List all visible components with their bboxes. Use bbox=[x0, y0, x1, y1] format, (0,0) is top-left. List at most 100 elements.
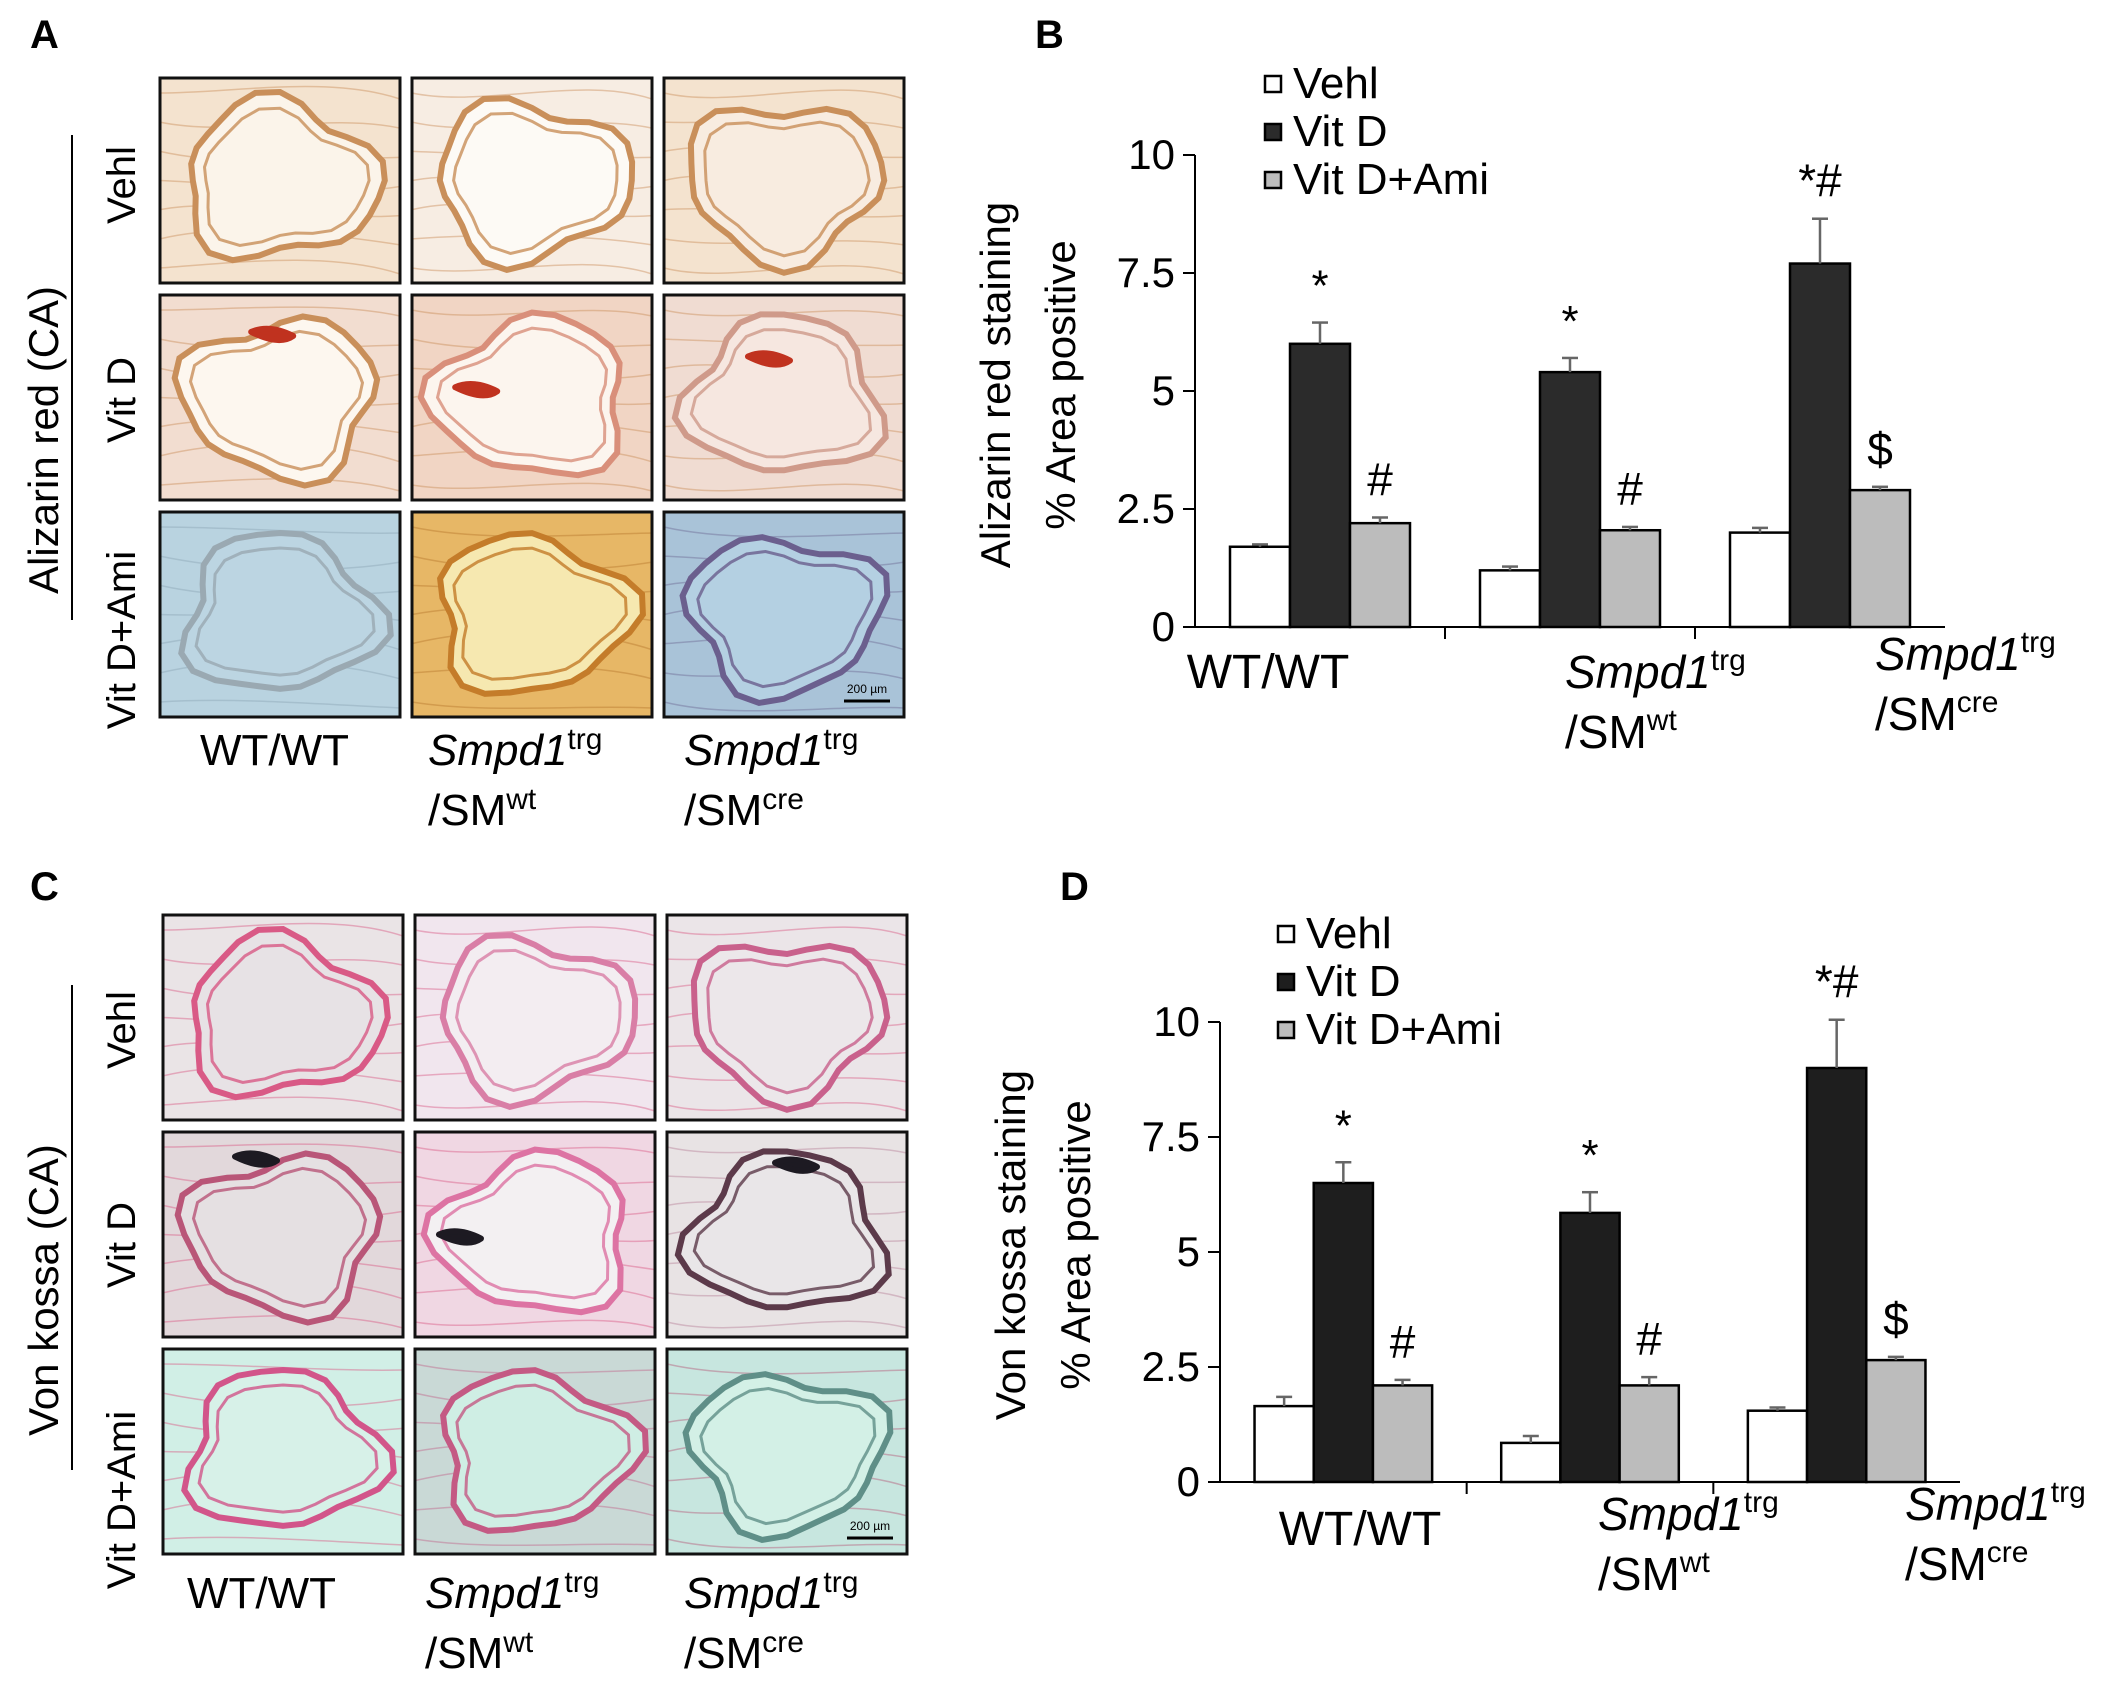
genotype-line2: /SM bbox=[684, 1629, 762, 1678]
legend-swatch bbox=[1263, 170, 1283, 190]
vessel-wall-inner bbox=[452, 111, 619, 256]
genotype-line2: /SM bbox=[1905, 1538, 1987, 1590]
micrograph-grid-alizarin: Alizarin red (CA) Vehl Vit D Vit D+Ami 2… bbox=[20, 76, 906, 835]
micrograph-frame bbox=[662, 510, 906, 719]
micrograph-c-1-2 bbox=[665, 1130, 909, 1339]
micrograph-c-2-1 bbox=[413, 1347, 657, 1556]
genotype-name: Smpd1 bbox=[1565, 646, 1711, 698]
tissue-fibre bbox=[159, 259, 401, 275]
micrograph-a-0-1 bbox=[410, 76, 654, 285]
micrograph-a-1-1 bbox=[410, 293, 654, 502]
col-label-smpd1-wt-line2: /SMwt bbox=[425, 1626, 534, 1678]
genotype-sup: trg bbox=[823, 1566, 858, 1599]
row-label-vehl: Vehl bbox=[100, 991, 144, 1069]
bar bbox=[1253, 1404, 1315, 1484]
micrograph-a-0-2 bbox=[662, 76, 906, 285]
genotype-sup: trg bbox=[1711, 644, 1746, 677]
bar bbox=[1598, 528, 1662, 629]
bar bbox=[1499, 1441, 1562, 1484]
x-label-smpd1-cre: Smpd1trg bbox=[1875, 626, 2056, 680]
micrograph-frame bbox=[413, 1347, 657, 1556]
legend-swatch bbox=[1263, 122, 1283, 142]
side-label-alizarin: Alizarin red (CA) bbox=[20, 286, 67, 594]
vessel-wall-inner bbox=[706, 957, 874, 1095]
calcification-deposit bbox=[436, 1228, 484, 1246]
micrograph-frame bbox=[665, 1347, 909, 1556]
tissue-fibre bbox=[414, 1319, 656, 1329]
col-label-smpd1-wt: Smpd1trg bbox=[428, 723, 602, 775]
micrograph-frame bbox=[410, 76, 654, 285]
genotype-sup: trg bbox=[823, 723, 858, 756]
vessel-wall-inner bbox=[699, 1386, 877, 1526]
genotype-sup: cre bbox=[1957, 686, 1999, 719]
micrograph-c-2-2: 200 µm bbox=[665, 1347, 909, 1556]
micrograph-a-1-0 bbox=[158, 293, 402, 502]
bar bbox=[1228, 545, 1292, 629]
bar bbox=[1865, 1358, 1927, 1484]
vessel-wall-inner bbox=[202, 106, 371, 248]
panel-letter-a: A bbox=[30, 13, 59, 57]
vessel-wall-inner bbox=[455, 948, 622, 1093]
genotype-sup: wt bbox=[1646, 704, 1678, 737]
row-label-vitd-ami: Vit D+Ami bbox=[100, 1411, 144, 1589]
tissue-fibre bbox=[666, 1320, 908, 1329]
significance-marker: *# bbox=[1815, 956, 1859, 1008]
bar-chart-vonkossa: Von kossa staining % Area positive WT/WT… bbox=[987, 909, 2086, 1600]
significance-marker: # bbox=[1636, 1313, 1662, 1365]
y-axis-label-line2: % Area positive bbox=[1052, 1100, 1099, 1390]
calcification-deposit bbox=[772, 1156, 820, 1174]
significance-marker: * bbox=[1335, 1101, 1352, 1150]
calcification-deposit bbox=[232, 1150, 280, 1168]
tissue-fibre bbox=[414, 926, 656, 937]
y-axis-label-line1: Alizarin red staining bbox=[972, 202, 1019, 569]
significance-marker: * bbox=[1311, 262, 1328, 311]
micrograph-frame bbox=[158, 293, 402, 502]
legend-entry: Vit D bbox=[1293, 107, 1388, 156]
vessel-wall-inner bbox=[455, 1383, 631, 1518]
genotype-sup: trg bbox=[2051, 1476, 2086, 1509]
genotype-line2: /SM bbox=[1875, 688, 1957, 740]
scale-bar-label: 200 µm bbox=[850, 1519, 890, 1533]
col-label-smpd1-cre-line2: /SMcre bbox=[684, 1626, 804, 1678]
genotype-sup: cre bbox=[762, 1626, 804, 1659]
tissue-fibre bbox=[411, 482, 653, 492]
legend-entry: Vit D+Ami bbox=[1306, 1005, 1502, 1054]
micrograph-frame bbox=[158, 76, 402, 285]
row-label-vitd: Vit D bbox=[100, 1202, 144, 1288]
y-axis-label-line2: % Area positive bbox=[1037, 240, 1084, 530]
col-label-smpd1-wt: Smpd1trg bbox=[425, 1566, 599, 1618]
calcification-deposit bbox=[248, 325, 297, 344]
y-tick-label: 2.5 bbox=[1117, 485, 1175, 532]
col-label-smpd1-cre: Smpd1trg bbox=[684, 723, 858, 775]
x-label-smpd1-wt: Smpd1trg bbox=[1565, 644, 1746, 698]
micrograph-a-2-0 bbox=[158, 510, 402, 719]
vessel-wall-inner bbox=[452, 546, 628, 681]
row-label-vitd-ami: Vit D+Ami bbox=[100, 551, 144, 729]
vessel-wall-inner bbox=[435, 326, 609, 463]
micrograph-frame bbox=[662, 76, 906, 285]
significance-marker: * bbox=[1561, 297, 1578, 346]
tissue-fibre bbox=[666, 1538, 908, 1549]
bar bbox=[1848, 488, 1912, 629]
y-tick-label: 10 bbox=[1128, 131, 1175, 178]
legend-swatch bbox=[1263, 74, 1283, 94]
bar bbox=[1288, 342, 1352, 629]
tissue-fibre bbox=[663, 526, 905, 538]
x-label-smpd1-cre-line2: /SMcre bbox=[1875, 686, 1998, 740]
micrograph-grid-vonkossa: Von kossa (CA) Vehl Vit D Vit D+Ami 200 … bbox=[20, 913, 909, 1678]
tissue-fibre bbox=[663, 483, 905, 492]
side-label-vonkossa: Von kossa (CA) bbox=[20, 1144, 67, 1436]
vessel-wall-inner bbox=[696, 549, 874, 689]
vessel-wall-inner bbox=[191, 1166, 368, 1308]
x-label-smpd1-wt-line2: /SMwt bbox=[1598, 1546, 1710, 1600]
bar bbox=[1618, 1384, 1681, 1484]
scale-bar-label: 200 µm bbox=[847, 682, 887, 696]
bar bbox=[1538, 370, 1602, 629]
legend-entry: Vehl bbox=[1306, 909, 1392, 958]
vessel-wall-inner bbox=[197, 1383, 379, 1514]
tissue-fibre bbox=[663, 89, 905, 100]
panel-letter-d: D bbox=[1060, 865, 1089, 909]
micrograph-c-0-2 bbox=[665, 913, 909, 1122]
micrograph-a-2-2: 200 µm bbox=[662, 510, 906, 719]
